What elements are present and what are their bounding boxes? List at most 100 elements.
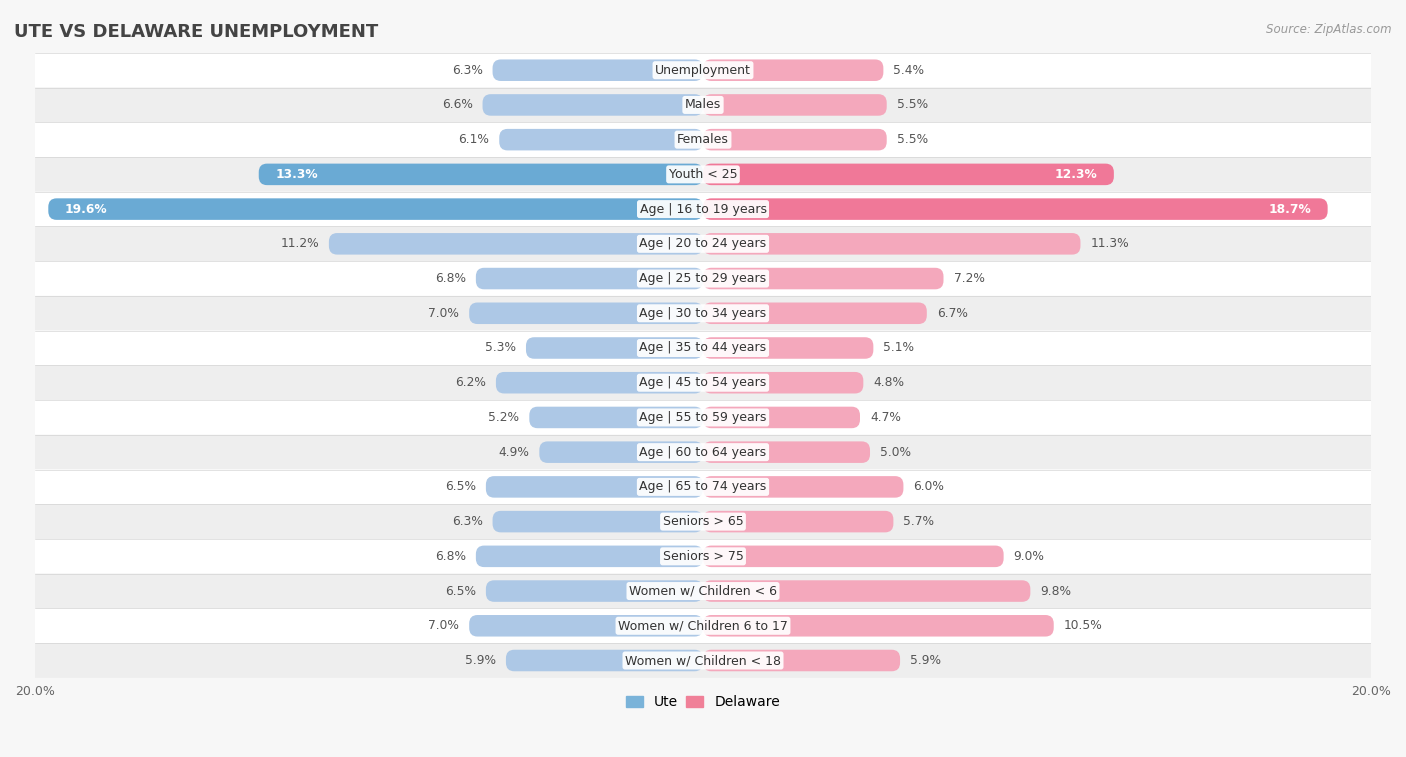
FancyBboxPatch shape — [526, 337, 703, 359]
Text: Seniors > 75: Seniors > 75 — [662, 550, 744, 563]
FancyBboxPatch shape — [506, 650, 703, 671]
FancyBboxPatch shape — [529, 407, 703, 428]
Text: 12.3%: 12.3% — [1054, 168, 1097, 181]
FancyBboxPatch shape — [486, 476, 703, 497]
FancyBboxPatch shape — [703, 198, 1327, 220]
FancyBboxPatch shape — [703, 303, 927, 324]
FancyBboxPatch shape — [48, 198, 703, 220]
FancyBboxPatch shape — [496, 372, 703, 394]
Text: Source: ZipAtlas.com: Source: ZipAtlas.com — [1267, 23, 1392, 36]
FancyBboxPatch shape — [703, 268, 943, 289]
FancyBboxPatch shape — [703, 233, 1080, 254]
Text: 5.4%: 5.4% — [893, 64, 924, 76]
Text: 6.3%: 6.3% — [451, 515, 482, 528]
Text: 5.5%: 5.5% — [897, 133, 928, 146]
FancyBboxPatch shape — [35, 366, 1371, 400]
FancyBboxPatch shape — [703, 581, 1031, 602]
FancyBboxPatch shape — [35, 331, 1371, 366]
FancyBboxPatch shape — [703, 615, 1053, 637]
FancyBboxPatch shape — [499, 129, 703, 151]
Text: Age | 35 to 44 years: Age | 35 to 44 years — [640, 341, 766, 354]
Text: 11.3%: 11.3% — [1091, 238, 1129, 251]
Text: 5.1%: 5.1% — [883, 341, 914, 354]
FancyBboxPatch shape — [703, 511, 893, 532]
Text: 6.7%: 6.7% — [936, 307, 967, 319]
Text: 5.0%: 5.0% — [880, 446, 911, 459]
FancyBboxPatch shape — [35, 123, 1371, 157]
FancyBboxPatch shape — [703, 372, 863, 394]
Text: Women w/ Children < 18: Women w/ Children < 18 — [626, 654, 780, 667]
Text: 11.2%: 11.2% — [280, 238, 319, 251]
Text: 5.2%: 5.2% — [488, 411, 519, 424]
FancyBboxPatch shape — [259, 164, 703, 185]
Text: 6.3%: 6.3% — [451, 64, 482, 76]
FancyBboxPatch shape — [35, 609, 1371, 643]
Text: 6.6%: 6.6% — [441, 98, 472, 111]
FancyBboxPatch shape — [35, 574, 1371, 609]
FancyBboxPatch shape — [470, 615, 703, 637]
Text: 7.0%: 7.0% — [429, 307, 460, 319]
Text: Females: Females — [678, 133, 728, 146]
Text: Age | 55 to 59 years: Age | 55 to 59 years — [640, 411, 766, 424]
Text: Unemployment: Unemployment — [655, 64, 751, 76]
FancyBboxPatch shape — [35, 539, 1371, 574]
FancyBboxPatch shape — [703, 94, 887, 116]
FancyBboxPatch shape — [470, 303, 703, 324]
Legend: Ute, Delaware: Ute, Delaware — [620, 690, 786, 715]
Text: Age | 45 to 54 years: Age | 45 to 54 years — [640, 376, 766, 389]
Text: 9.8%: 9.8% — [1040, 584, 1071, 597]
Text: 18.7%: 18.7% — [1268, 203, 1310, 216]
FancyBboxPatch shape — [703, 407, 860, 428]
Text: 6.2%: 6.2% — [456, 376, 486, 389]
Text: 4.8%: 4.8% — [873, 376, 904, 389]
FancyBboxPatch shape — [703, 650, 900, 671]
FancyBboxPatch shape — [35, 435, 1371, 469]
Text: 4.7%: 4.7% — [870, 411, 901, 424]
Text: 6.1%: 6.1% — [458, 133, 489, 146]
FancyBboxPatch shape — [492, 511, 703, 532]
Text: 6.0%: 6.0% — [914, 481, 945, 494]
FancyBboxPatch shape — [35, 296, 1371, 331]
FancyBboxPatch shape — [540, 441, 703, 463]
Text: 6.5%: 6.5% — [444, 584, 475, 597]
Text: 5.3%: 5.3% — [485, 341, 516, 354]
Text: 13.3%: 13.3% — [276, 168, 318, 181]
FancyBboxPatch shape — [35, 643, 1371, 678]
FancyBboxPatch shape — [703, 129, 887, 151]
Text: Age | 60 to 64 years: Age | 60 to 64 years — [640, 446, 766, 459]
Text: Seniors > 65: Seniors > 65 — [662, 515, 744, 528]
FancyBboxPatch shape — [703, 60, 883, 81]
Text: 6.8%: 6.8% — [434, 550, 465, 563]
FancyBboxPatch shape — [35, 261, 1371, 296]
FancyBboxPatch shape — [482, 94, 703, 116]
FancyBboxPatch shape — [35, 192, 1371, 226]
FancyBboxPatch shape — [35, 400, 1371, 435]
FancyBboxPatch shape — [703, 164, 1114, 185]
Text: Males: Males — [685, 98, 721, 111]
FancyBboxPatch shape — [35, 504, 1371, 539]
Text: 10.5%: 10.5% — [1064, 619, 1102, 632]
FancyBboxPatch shape — [486, 581, 703, 602]
FancyBboxPatch shape — [329, 233, 703, 254]
FancyBboxPatch shape — [35, 226, 1371, 261]
Text: Women w/ Children 6 to 17: Women w/ Children 6 to 17 — [619, 619, 787, 632]
FancyBboxPatch shape — [35, 53, 1371, 88]
Text: 9.0%: 9.0% — [1014, 550, 1045, 563]
FancyBboxPatch shape — [35, 88, 1371, 123]
FancyBboxPatch shape — [703, 337, 873, 359]
Text: UTE VS DELAWARE UNEMPLOYMENT: UTE VS DELAWARE UNEMPLOYMENT — [14, 23, 378, 41]
FancyBboxPatch shape — [492, 60, 703, 81]
Text: 4.9%: 4.9% — [499, 446, 529, 459]
FancyBboxPatch shape — [703, 441, 870, 463]
Text: Age | 16 to 19 years: Age | 16 to 19 years — [640, 203, 766, 216]
Text: 6.8%: 6.8% — [434, 272, 465, 285]
Text: Women w/ Children < 6: Women w/ Children < 6 — [628, 584, 778, 597]
FancyBboxPatch shape — [703, 546, 1004, 567]
Text: Age | 20 to 24 years: Age | 20 to 24 years — [640, 238, 766, 251]
Text: Youth < 25: Youth < 25 — [669, 168, 737, 181]
Text: Age | 30 to 34 years: Age | 30 to 34 years — [640, 307, 766, 319]
FancyBboxPatch shape — [703, 476, 904, 497]
Text: Age | 65 to 74 years: Age | 65 to 74 years — [640, 481, 766, 494]
Text: 5.5%: 5.5% — [897, 98, 928, 111]
Text: Age | 25 to 29 years: Age | 25 to 29 years — [640, 272, 766, 285]
